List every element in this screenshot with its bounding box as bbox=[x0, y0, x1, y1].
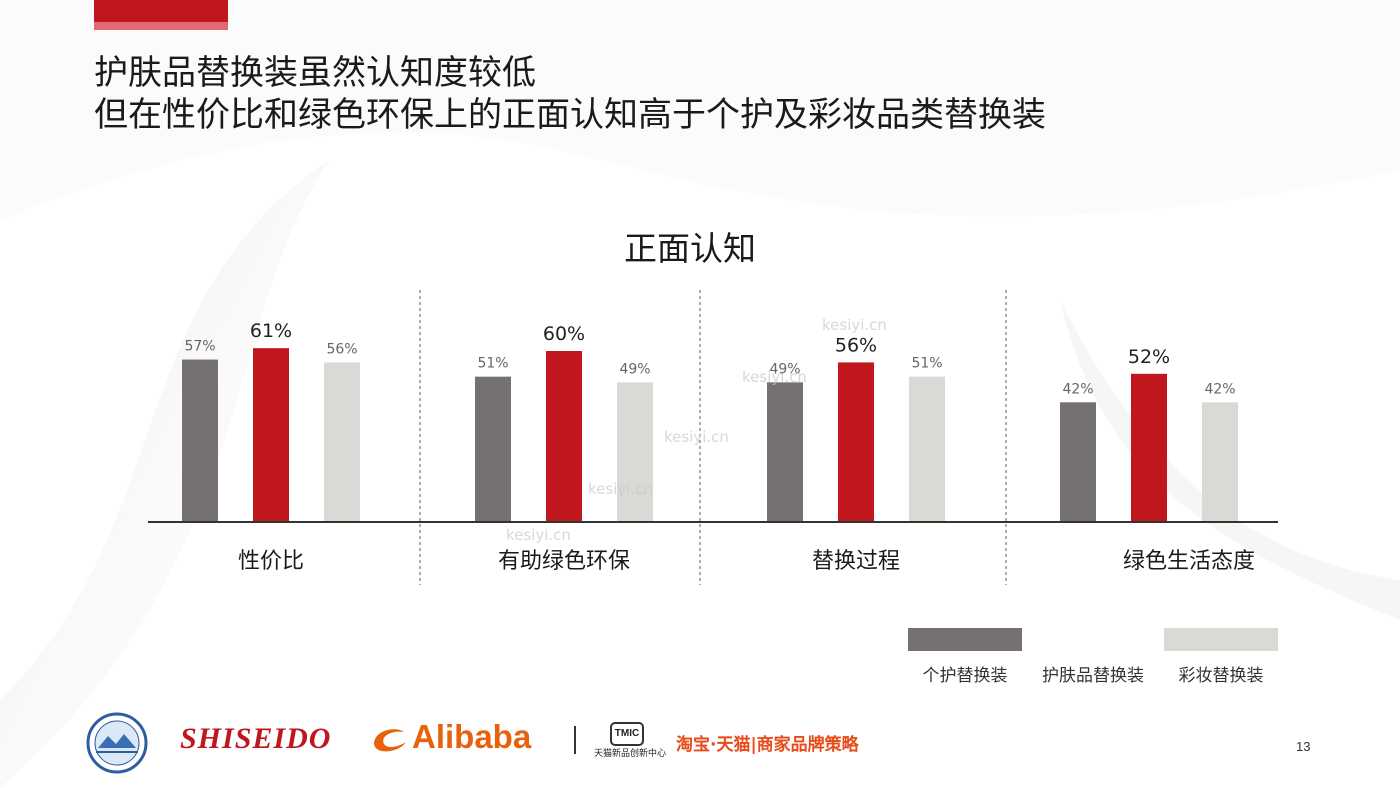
bar-2-1 bbox=[475, 376, 511, 522]
bar-1-3 bbox=[324, 362, 360, 522]
value-label-1-1: 57% bbox=[184, 339, 215, 355]
category-label-3: 替换过程 bbox=[812, 549, 900, 574]
watermark-text-1: kesiyi.cn bbox=[742, 368, 807, 386]
value-label-3-3: 51% bbox=[911, 356, 942, 372]
value-label-4-1: 42% bbox=[1062, 381, 1093, 397]
bar-3-1 bbox=[767, 382, 803, 522]
category-label-2: 有助绿色环保 bbox=[498, 549, 630, 574]
legend-swatch-makeup bbox=[1164, 628, 1278, 651]
legend-item-skincare: 护肤品替换装 bbox=[1036, 628, 1150, 686]
value-label-3-1: 49% bbox=[769, 361, 800, 377]
alibaba-logo: Alibaba bbox=[412, 718, 532, 755]
tmic-caption: 天猫新品创新中心 bbox=[594, 749, 667, 759]
legend-label-personal-care: 个护替换装 bbox=[922, 666, 1008, 686]
bar-1-2 bbox=[253, 348, 289, 522]
bar-2-2 bbox=[546, 351, 582, 522]
value-label-2-1: 51% bbox=[477, 356, 508, 372]
legend-label-makeup: 彩妆替换装 bbox=[1178, 666, 1264, 686]
chart-title: 正面认知 bbox=[624, 229, 756, 268]
value-label-3-2: 56% bbox=[835, 334, 877, 356]
legend-item-personal-care: 个护替换装 bbox=[908, 628, 1022, 686]
bar-3-2 bbox=[838, 362, 874, 522]
bar-4-1 bbox=[1060, 402, 1096, 522]
category-label-1: 性价比 bbox=[238, 549, 304, 574]
bar-3-3 bbox=[909, 376, 945, 522]
legend-swatch-skincare bbox=[1036, 628, 1150, 651]
value-label-4-3: 42% bbox=[1204, 381, 1235, 397]
value-label-1-2: 61% bbox=[250, 320, 292, 342]
shiseido-logo: SHISEIDO bbox=[180, 722, 332, 755]
slide-title: 护肤品替换装虽然认知度较低 但在性价比和绿色环保上的正面认知高于个护及彩妆品类替… bbox=[94, 52, 1046, 136]
watermark-text-2: kesiyi.cn bbox=[664, 428, 729, 446]
bar-2-3 bbox=[617, 382, 653, 522]
value-label-2-2: 60% bbox=[543, 323, 585, 345]
value-label-2-3: 49% bbox=[619, 361, 650, 377]
watermark-text-3: kesiyi.cn bbox=[588, 480, 653, 498]
top-accent-bar bbox=[94, 0, 228, 30]
logo-divider bbox=[574, 726, 576, 754]
bar-1-1 bbox=[182, 359, 218, 522]
watermark-text-4: kesiyi.cn bbox=[506, 526, 571, 544]
page-number: 13 bbox=[1296, 739, 1311, 754]
title-line-2: 但在性价比和绿色环保上的正面认知高于个护及彩妆品类替换装 bbox=[94, 95, 1046, 135]
watermark-text-5: kesiyi.cn bbox=[822, 316, 887, 334]
legend-item-makeup: 彩妆替换装 bbox=[1164, 628, 1278, 686]
alibaba-swirl-icon bbox=[374, 729, 406, 752]
bar-4-3 bbox=[1202, 402, 1238, 522]
value-label-4-2: 52% bbox=[1128, 346, 1170, 368]
category-label-4: 绿色生活态度 bbox=[1123, 549, 1255, 574]
ceec-emblem-logo bbox=[86, 712, 148, 774]
value-label-1-3: 56% bbox=[326, 341, 357, 357]
taobao-tmall-logo: 淘宝·天猫|商家品牌策略 bbox=[676, 735, 859, 755]
title-line-1: 护肤品替换装虽然认知度较低 bbox=[94, 53, 536, 93]
legend-swatch-personal-care bbox=[908, 628, 1022, 651]
tmic-logo: TMIC bbox=[610, 722, 644, 746]
legend-label-skincare: 护肤品替换装 bbox=[1042, 666, 1144, 686]
bar-4-2 bbox=[1131, 373, 1167, 522]
chart-legend: 个护替换装 护肤品替换装 彩妆替换装 bbox=[0, 628, 1400, 688]
